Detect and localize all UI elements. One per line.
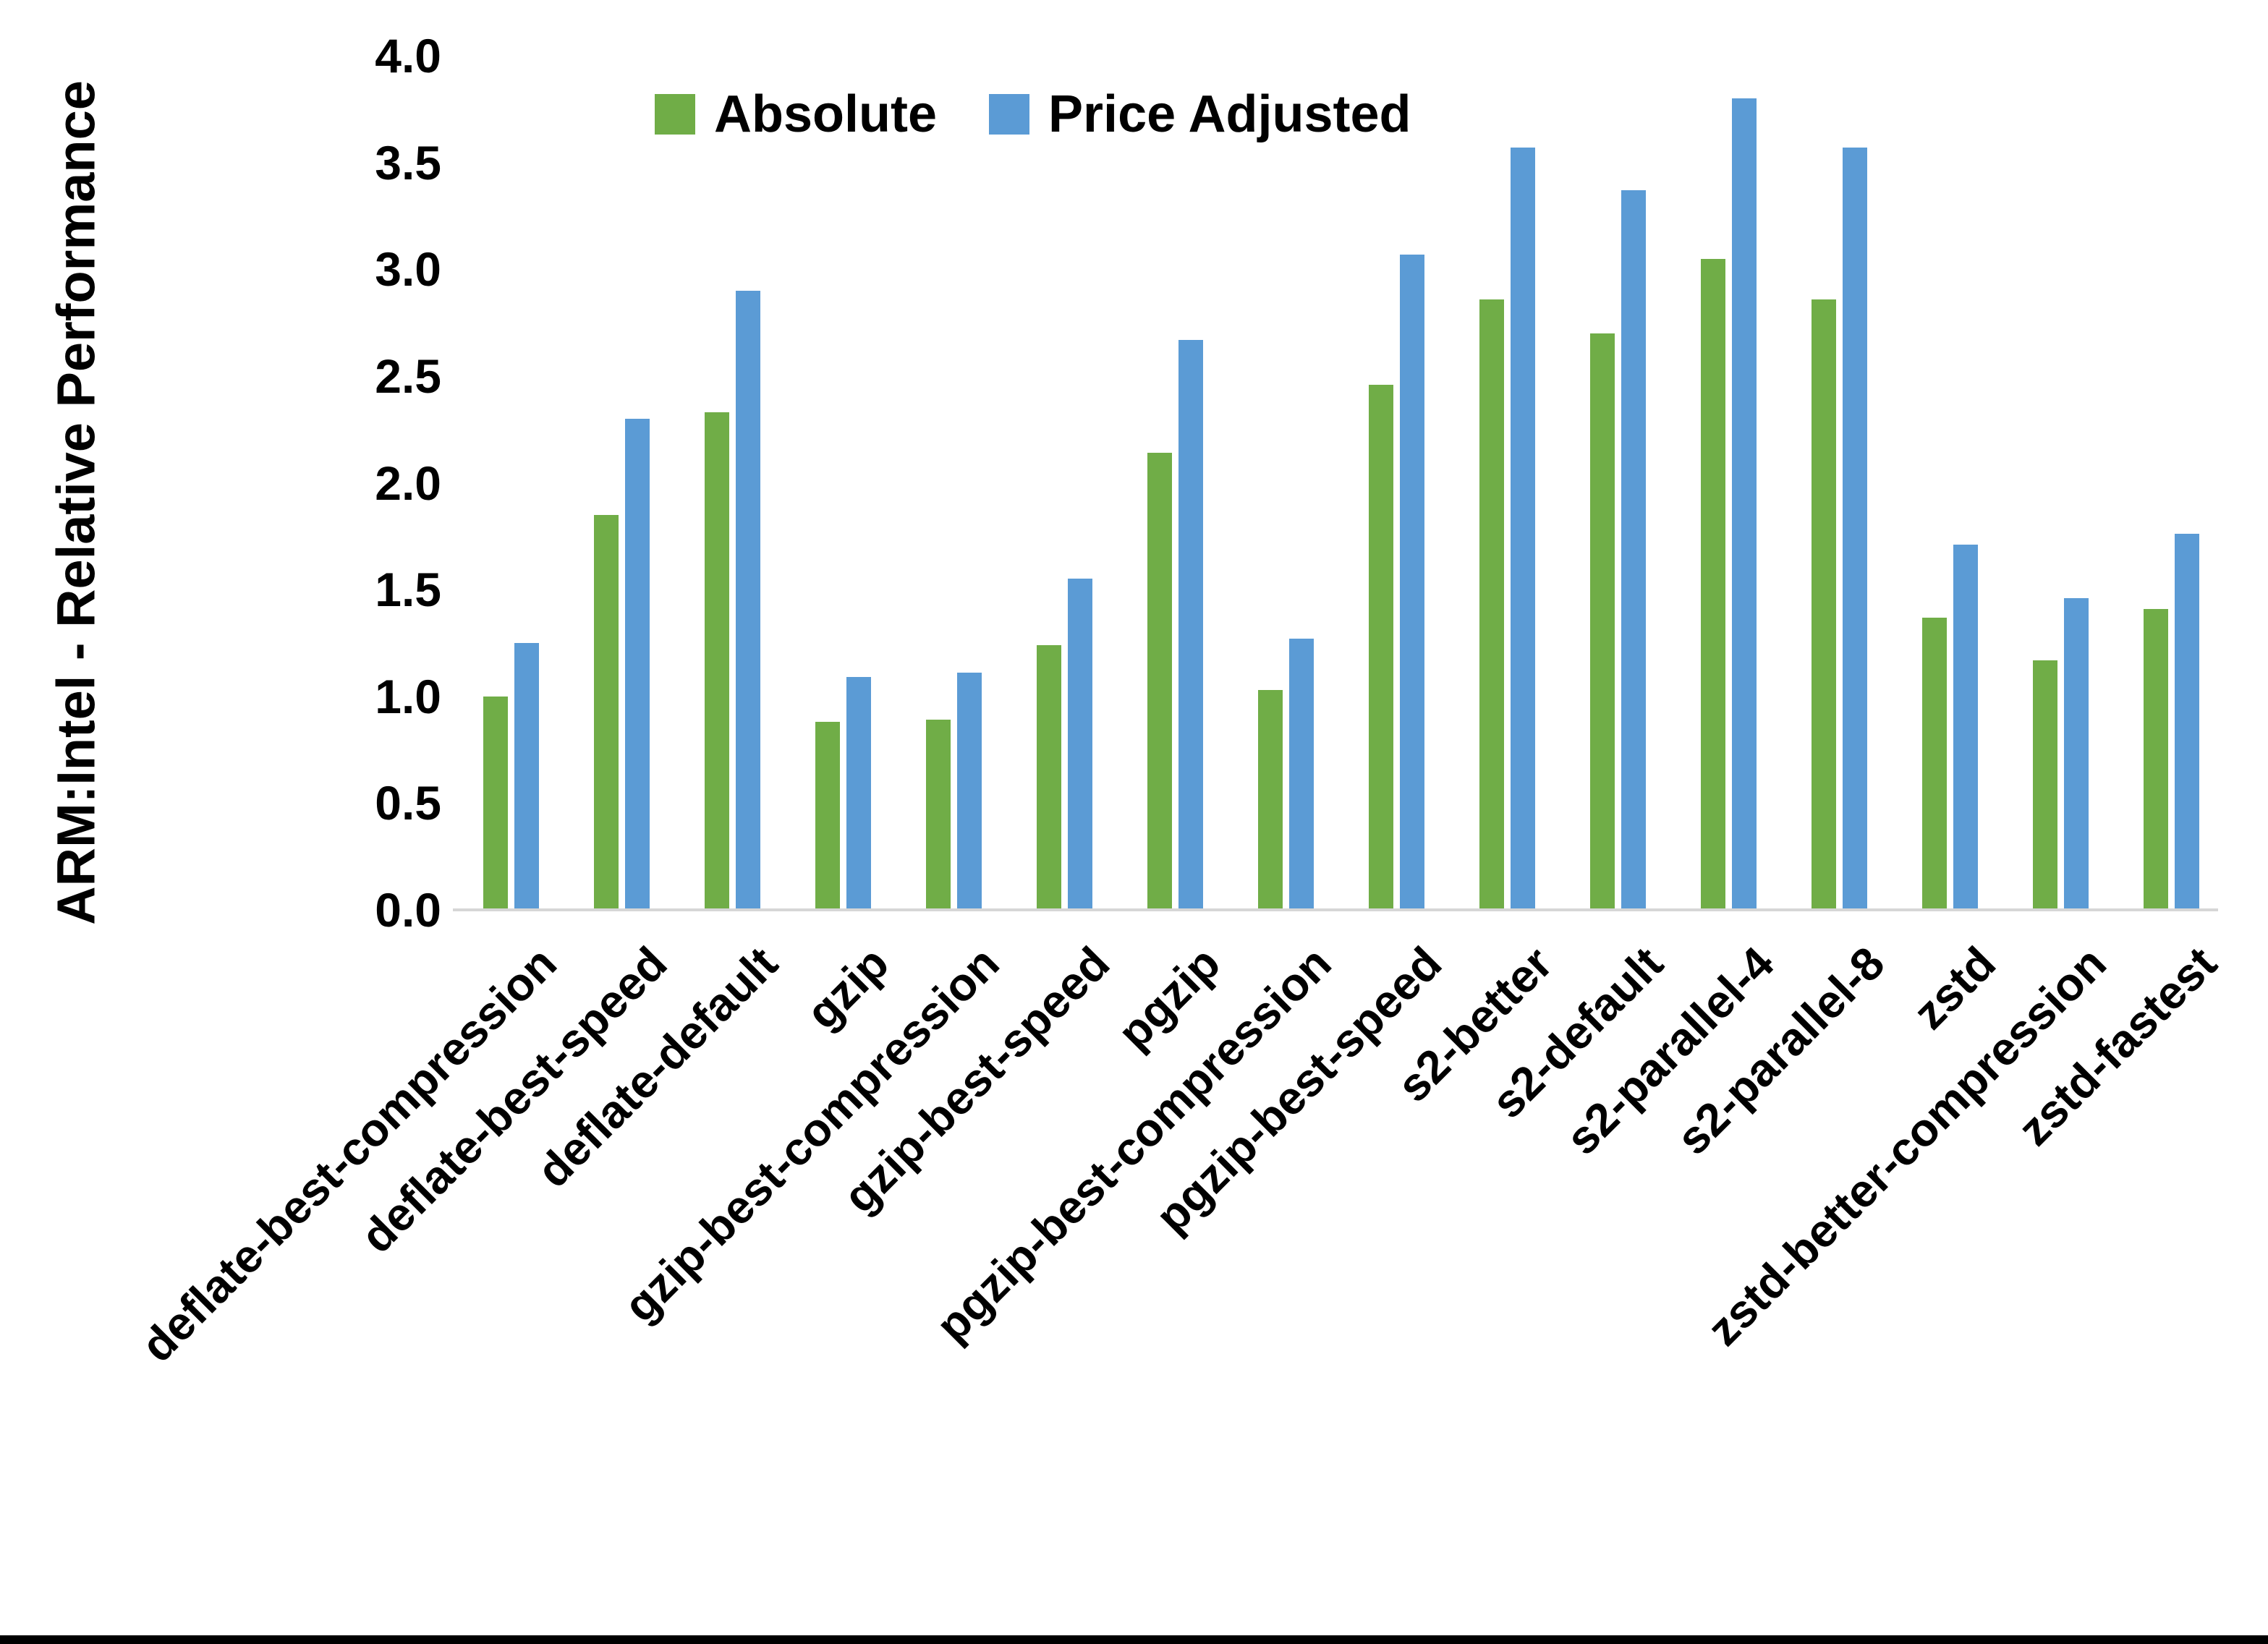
bar-absolute	[1922, 617, 1947, 910]
bar-group	[1784, 56, 1895, 910]
bar-price-adjusted	[736, 290, 760, 910]
bar-absolute	[705, 412, 729, 910]
bar-group	[1452, 56, 1563, 910]
y-tick-label: 2.5	[375, 349, 441, 403]
y-tick-label: 3.0	[375, 242, 441, 297]
y-axis-tick-labels: 0.0 0.5 1.0 1.5 2.0 2.5 3.0 3.5 4.0	[260, 32, 441, 934]
bar-price-adjusted	[957, 673, 982, 910]
bar-price-adjusted	[1289, 639, 1314, 910]
legend-swatch-icon	[989, 94, 1030, 135]
bar-price-adjusted	[1068, 579, 1092, 910]
bar-price-adjusted	[846, 677, 871, 910]
bar-absolute	[2144, 608, 2168, 910]
bar-price-adjusted	[2064, 597, 2089, 910]
x-category-label: gzip	[796, 937, 899, 1039]
bar-absolute	[1479, 299, 1504, 910]
bar-absolute	[594, 514, 619, 910]
legend-swatch-icon	[655, 94, 695, 135]
bar-price-adjusted	[514, 642, 539, 910]
bar-group	[1895, 56, 2005, 910]
x-axis-category-labels: deflate-best-compression deflate-best-spe…	[131, 910, 2227, 1460]
bar-price-adjusted	[1400, 254, 1424, 910]
bar-group	[2116, 56, 2227, 910]
legend-item: Absolute	[655, 85, 937, 144]
bar-group	[899, 56, 1009, 910]
y-tick-label: 0.0	[375, 883, 441, 937]
y-tick-label: 0.5	[375, 776, 441, 830]
x-category-label: deflate-best-compression	[130, 937, 566, 1372]
y-tick-label: 4.0	[375, 29, 441, 82]
bar-price-adjusted	[1843, 147, 1867, 910]
bar-group	[1341, 56, 1452, 910]
plot-area	[456, 56, 2227, 910]
bar-price-adjusted	[1621, 190, 1646, 910]
bar-absolute	[926, 720, 951, 910]
bar-price-adjusted	[1732, 98, 1757, 910]
legend-label: Price Adjusted	[1048, 85, 1411, 143]
x-axis-line	[453, 908, 2218, 911]
bar-absolute	[483, 696, 508, 910]
y-tick-label: 2.0	[375, 456, 441, 510]
y-tick-label: 1.5	[375, 563, 441, 617]
bar-price-adjusted	[2175, 534, 2199, 910]
bar-absolute	[1701, 258, 1725, 910]
x-category-label: zstd	[1903, 937, 2005, 1039]
y-tick-label: 1.0	[375, 669, 441, 723]
bar-price-adjusted	[1953, 545, 1978, 910]
page-bottom-border	[0, 1635, 2268, 1644]
bar-absolute	[1369, 384, 1393, 910]
bar-price-adjusted	[1511, 147, 1535, 910]
bar-absolute	[1590, 333, 1615, 910]
bar-absolute	[1037, 644, 1061, 910]
y-axis-title: ARM:Intel - Relative Performance	[46, 80, 106, 925]
bar-absolute	[1258, 689, 1283, 910]
legend-label: Absolute	[714, 85, 938, 143]
bar-group	[1563, 56, 1673, 910]
bar-group	[677, 56, 788, 910]
bar-group	[566, 56, 677, 910]
bar-group	[788, 56, 899, 910]
bar-price-adjusted	[1178, 339, 1203, 910]
bar-absolute	[815, 722, 840, 910]
bar-group	[1009, 56, 1120, 910]
bar-group	[1120, 56, 1231, 910]
y-tick-label: 3.5	[375, 135, 441, 189]
bar-absolute	[2033, 660, 2057, 910]
bar-group	[1231, 56, 1341, 910]
bar-group	[456, 56, 566, 910]
bar-absolute	[1812, 299, 1836, 910]
bar-group	[1673, 56, 1784, 910]
legend-item: Price Adjusted	[989, 85, 1411, 144]
bar-absolute	[1147, 453, 1172, 910]
bar-group	[2005, 56, 2116, 910]
bar-price-adjusted	[625, 418, 650, 910]
chart-legend: Absolute Price Adjusted	[655, 85, 1411, 143]
